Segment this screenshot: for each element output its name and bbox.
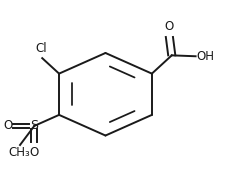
- Text: CH₃: CH₃: [8, 146, 30, 159]
- Text: O: O: [30, 146, 39, 159]
- Text: O: O: [3, 119, 12, 132]
- Text: Cl: Cl: [35, 42, 47, 55]
- Text: S: S: [30, 119, 38, 132]
- Text: O: O: [164, 20, 173, 33]
- Text: OH: OH: [196, 50, 214, 63]
